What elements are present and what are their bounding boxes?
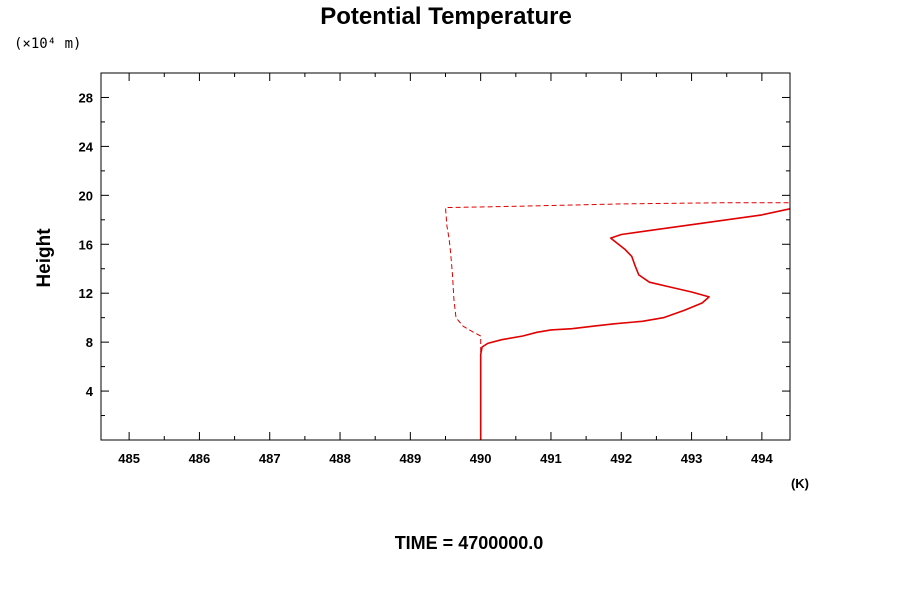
series-line-solid — [479, 208, 791, 440]
x-tick-label: 487 — [259, 451, 281, 466]
y-tick-label: 4 — [86, 384, 94, 399]
y-tick-label: 24 — [79, 139, 94, 154]
tick-labels: 485 486 487 488 489 490 491 492 493 494 4 8 12 16 20 24… — [79, 90, 774, 466]
y-tick-label: 16 — [79, 237, 93, 252]
x-tick-label: 485 — [118, 451, 140, 466]
x-tick-label: 494 — [751, 451, 773, 466]
x-tick-label: 486 — [189, 451, 211, 466]
x-tick-label: 490 — [470, 451, 492, 466]
y-tick-label: 20 — [79, 188, 93, 203]
series-line-dashed — [445, 202, 790, 440]
x-tick-label: 491 — [540, 451, 562, 466]
time-label: TIME = 4700000.0 — [395, 533, 544, 553]
y-tick-label: 12 — [79, 286, 93, 301]
chart-title: Potential Temperature — [320, 3, 572, 30]
plot-frame — [100, 72, 791, 441]
x-tick-label: 493 — [681, 451, 703, 466]
x-tick-label: 489 — [399, 451, 421, 466]
data-series — [445, 202, 791, 440]
x-unit-label: (K) — [791, 476, 809, 491]
y-axis-label: Height — [34, 228, 55, 288]
y-unit-label: (×10⁴ m) — [14, 36, 81, 52]
axis-ticks — [101, 73, 790, 440]
x-tick-label: 492 — [610, 451, 632, 466]
y-tick-label: 8 — [86, 335, 93, 350]
x-tick-label: 488 — [329, 451, 351, 466]
y-tick-label: 28 — [79, 90, 93, 105]
